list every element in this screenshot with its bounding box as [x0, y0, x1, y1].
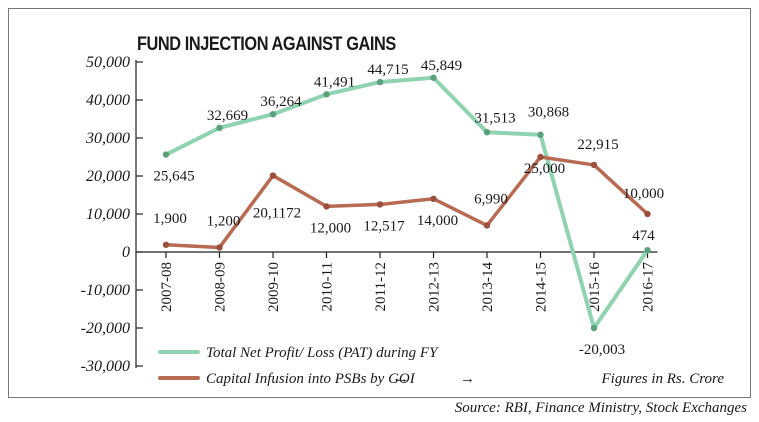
y-tick-label: 0 — [122, 244, 130, 261]
pat-data-label: 31,513 — [474, 110, 515, 126]
capital-point — [590, 161, 598, 169]
pat-data-label: 45,849 — [421, 58, 462, 74]
x-tick-label: 2012-13 — [427, 262, 443, 312]
capital-data-label: 10,000 — [623, 186, 664, 202]
y-tick-label: -10,000 — [81, 282, 130, 299]
capital-data-label: 1,200 — [207, 213, 241, 229]
capital-point — [216, 244, 223, 251]
y-tick-label: -30,000 — [81, 358, 130, 375]
y-tick-label: 50,000 — [86, 54, 130, 71]
x-tick-label: 2009-10 — [266, 262, 282, 312]
pat-point — [162, 151, 170, 158]
y-tick-label: 10,000 — [86, 206, 130, 223]
capital-point — [162, 241, 170, 248]
legend-arrow: → — [460, 371, 475, 387]
x-tick-label: 2016-17 — [641, 262, 657, 312]
capital-data-label: 12,000 — [310, 220, 351, 236]
x-tick-label: 2011-12 — [373, 262, 389, 311]
pat-point — [590, 324, 598, 332]
capital-point — [483, 222, 491, 229]
pat-point — [376, 78, 384, 86]
capital-point — [430, 195, 437, 202]
capital-point — [269, 172, 277, 179]
legend-arrow: → — [394, 371, 409, 387]
pat-point — [537, 131, 544, 138]
pat-point — [323, 91, 330, 98]
pat-data-label: 32,669 — [207, 108, 248, 124]
x-tick-label: 2007-08 — [159, 262, 175, 312]
capital-data-label: 1,900 — [153, 211, 187, 227]
chart-title: FUND INJECTION AGAINST GAINS — [137, 34, 396, 55]
capital-point — [323, 203, 330, 210]
y-tick-label: 40,000 — [86, 92, 130, 109]
pat-point — [644, 246, 651, 254]
pat-data-label: 30,868 — [528, 105, 569, 121]
pat-data-label: 41,491 — [314, 74, 355, 90]
pat-data-label: 25,645 — [153, 169, 194, 185]
y-tick-label: -20,000 — [81, 320, 130, 337]
x-tick-label: 2008-09 — [213, 262, 229, 312]
pat-point — [430, 74, 437, 81]
x-tick-label: 2015-16 — [587, 262, 603, 312]
x-tick-label: 2010-11 — [320, 262, 336, 311]
legend-label-pat: Total Net Profit/ Loss (PAT) during FY — [206, 345, 439, 361]
pat-data-label: 44,715 — [367, 62, 408, 78]
legend-label-capital: Capital Infusion into PSBs by GOI — [206, 371, 416, 387]
pat-point — [216, 124, 223, 132]
capital-point — [537, 153, 544, 161]
y-tick-label: 30,000 — [85, 130, 130, 147]
pat-point — [269, 110, 277, 118]
capital-data-label: 6,990 — [474, 191, 508, 207]
pat-line — [164, 75, 650, 331]
capital-data-label: 20,1172 — [253, 206, 301, 222]
pat-data-label: -20,003 — [579, 342, 625, 358]
capital-data-label: 25,000 — [524, 161, 565, 177]
capital-data-label: 14,000 — [417, 213, 458, 229]
x-tick-label: 2014-15 — [534, 262, 550, 312]
source-note: Source: RBI, Finance Ministry, Stock Exc… — [454, 400, 747, 416]
chart-frame — [8, 8, 751, 398]
units-note: Figures in Rs. Crore — [601, 371, 725, 387]
capital-data-label: 22,915 — [577, 137, 618, 153]
capital-point — [644, 210, 651, 218]
capital-line — [164, 155, 650, 250]
x-tick-label: 2013-14 — [480, 262, 496, 312]
pat-data-label: 36,264 — [260, 94, 302, 110]
capital-point — [376, 201, 384, 208]
pat-point — [483, 129, 491, 136]
pat-data-label: 474 — [632, 228, 655, 244]
capital-data-label: 12,517 — [363, 218, 405, 234]
y-tick-label: 20,000 — [86, 168, 130, 185]
